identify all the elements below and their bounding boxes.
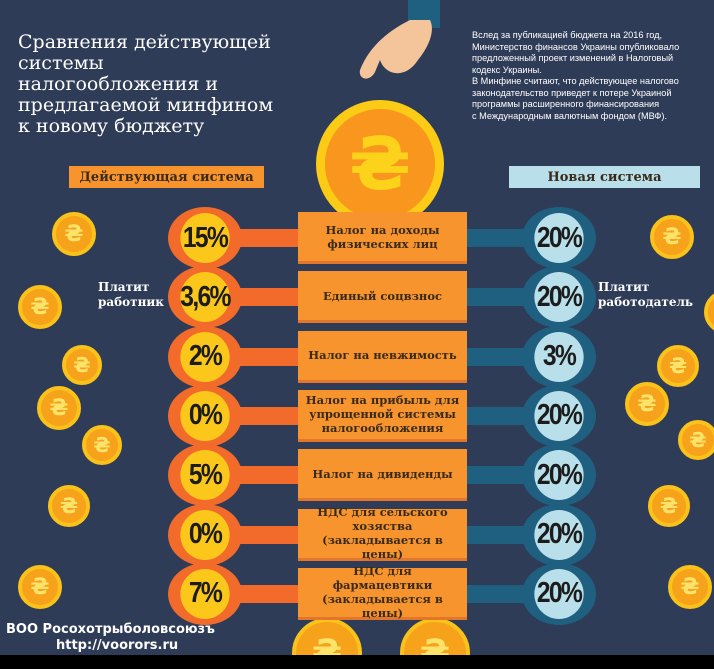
- connector: [466, 406, 536, 425]
- side-label-line: Платит: [98, 280, 150, 294]
- connector: [230, 288, 300, 307]
- employer-pays-label: Платит работодатель: [598, 280, 693, 310]
- current-rate-badge: 0%: [168, 384, 242, 447]
- connector: [230, 525, 300, 544]
- hryvnia-coin-icon: ₴: [657, 345, 699, 387]
- tax-row: 3,6% Единый соцвзнос 20%: [0, 266, 714, 329]
- tax-row: 0% НДС для сельского хозяства (закладыва…: [0, 503, 714, 566]
- connector: [466, 288, 536, 307]
- tax-name: Единый соцвзнос: [298, 271, 467, 324]
- current-system-header: Действующая система: [69, 166, 264, 188]
- intro-line: Вслед за публикацией бюджета на 2016 год…: [472, 30, 663, 40]
- intro-text: Вслед за публикацией бюджета на 2016 год…: [472, 30, 714, 122]
- connector: [466, 584, 536, 603]
- hryvnia-coin-icon: ₴: [18, 285, 62, 329]
- current-rate: 7%: [180, 568, 230, 619]
- hryvnia-coin-icon: ₴: [62, 345, 102, 385]
- tax-name: НДС для сельского хозяства (закладываетс…: [298, 505, 467, 561]
- watermark-url: http://voorors.ru: [56, 638, 179, 653]
- bottom-bar: [0, 655, 714, 669]
- new-rate-badge: 20%: [522, 503, 596, 566]
- current-rate-badge: 2%: [168, 325, 242, 388]
- connector: [230, 229, 300, 247]
- side-label-line: работодатель: [598, 295, 694, 309]
- connector: [466, 347, 536, 366]
- intro-line: В Минфине считают, что действующее налог…: [472, 76, 679, 86]
- intro-line: с Международным валютным фондом (МВФ).: [472, 110, 668, 121]
- tax-name: Налог на прибыль для упрощенной системы …: [298, 389, 467, 442]
- new-rate: 20%: [534, 568, 584, 619]
- connector: [466, 525, 536, 544]
- tax-name: Налог на невжимость: [298, 330, 467, 383]
- intro-line: Министерство финансов Украины опубликова…: [472, 41, 680, 52]
- current-rate: 2%: [180, 331, 230, 382]
- new-rate: 3%: [534, 331, 584, 382]
- new-rate-badge: 20%: [522, 207, 596, 269]
- hryvnia-coin-icon: ₴: [678, 420, 714, 460]
- tax-name: НДС для фармацевтики (закладывается в це…: [298, 564, 467, 620]
- new-rate: 20%: [534, 272, 584, 323]
- tax-row: 15% Налог на доходы физических лиц 20%: [0, 207, 714, 269]
- new-rate: 20%: [534, 509, 584, 560]
- hryvnia-coin-icon: ₴: [82, 425, 122, 465]
- connector: [466, 229, 536, 247]
- intro-line: предложенный проект изменений в Налоговы…: [472, 53, 674, 63]
- current-rate-badge: 7%: [168, 562, 242, 625]
- new-rate-badge: 20%: [522, 562, 596, 625]
- intro-line: кодекс Украины.: [472, 64, 542, 75]
- watermark: ВОО Росохотрыболовсоюзъ http://voorors.r…: [6, 622, 215, 654]
- tax-row: 5% Налог на дивиденды 20%: [0, 444, 714, 507]
- tax-row: 7% НДС для фармацевтики (закладывается в…: [0, 562, 714, 625]
- current-rate: 15%: [180, 213, 230, 263]
- new-rate-badge: 20%: [522, 266, 596, 329]
- connector: [230, 584, 300, 603]
- new-rate: 20%: [534, 450, 584, 501]
- side-label-line: работник: [98, 295, 164, 309]
- tax-row: 0% Налог на прибыль для упрощенной систе…: [0, 384, 714, 447]
- new-rate-badge: 3%: [522, 325, 596, 388]
- new-rate: 20%: [534, 213, 584, 263]
- connector: [230, 466, 300, 485]
- current-rate: 3,6%: [180, 272, 231, 323]
- current-rate: 0%: [180, 390, 230, 441]
- new-rate-badge: 20%: [522, 444, 596, 507]
- connector: [230, 406, 300, 425]
- side-label-line: Платит: [598, 280, 650, 294]
- intro-line: законодательство приведет к потере Украи…: [472, 87, 672, 98]
- hryvnia-coin-icon: ₴: [648, 485, 690, 527]
- hryvnia-coin-icon: ₴: [650, 215, 694, 259]
- hryvnia-coin-icon: ₴: [400, 618, 470, 655]
- hryvnia-coin-icon: ₴: [625, 382, 669, 426]
- hryvnia-coin-icon: ₴: [37, 386, 81, 430]
- hand-icon: [359, 0, 440, 79]
- current-rate: 0%: [180, 509, 230, 560]
- hryvnia-coin-icon: ₴: [316, 100, 444, 228]
- new-system-header: Новая система: [509, 166, 700, 188]
- tax-name: Налог на доходы физических лиц: [298, 212, 467, 264]
- employee-pays-label: Платит работник: [98, 280, 164, 310]
- new-rate-badge: 20%: [522, 384, 596, 447]
- coin-symbol: ₴: [349, 122, 411, 206]
- connector: [466, 466, 536, 485]
- hryvnia-coin-icon: ₴: [668, 565, 712, 609]
- current-rate-badge: 0%: [168, 503, 242, 566]
- current-rate-badge: 5%: [168, 444, 242, 507]
- hryvnia-coin-icon: ₴: [18, 565, 62, 609]
- page-title: Сравнения действующей системы налогообло…: [18, 31, 274, 137]
- infographic: ₴ Сравнения действующей системы налогооб…: [0, 0, 714, 655]
- tax-name: Налог на дивиденды: [298, 449, 467, 502]
- intro-line: программы расширенного финансирования: [472, 99, 660, 109]
- hryvnia-coin-icon: ₴: [48, 485, 90, 527]
- hryvnia-coin-icon: ₴: [52, 212, 96, 256]
- current-rate-badge: 15%: [168, 207, 242, 269]
- connector: [230, 347, 300, 366]
- hryvnia-coin-icon: ₴: [292, 618, 362, 655]
- watermark-org: ВОО Росохотрыболовсоюзъ: [6, 622, 215, 637]
- tax-row: 2% Налог на невжимость 3%: [0, 325, 714, 388]
- current-rate: 5%: [180, 450, 230, 501]
- current-rate-badge: 3,6%: [168, 266, 242, 329]
- new-rate: 20%: [534, 390, 584, 441]
